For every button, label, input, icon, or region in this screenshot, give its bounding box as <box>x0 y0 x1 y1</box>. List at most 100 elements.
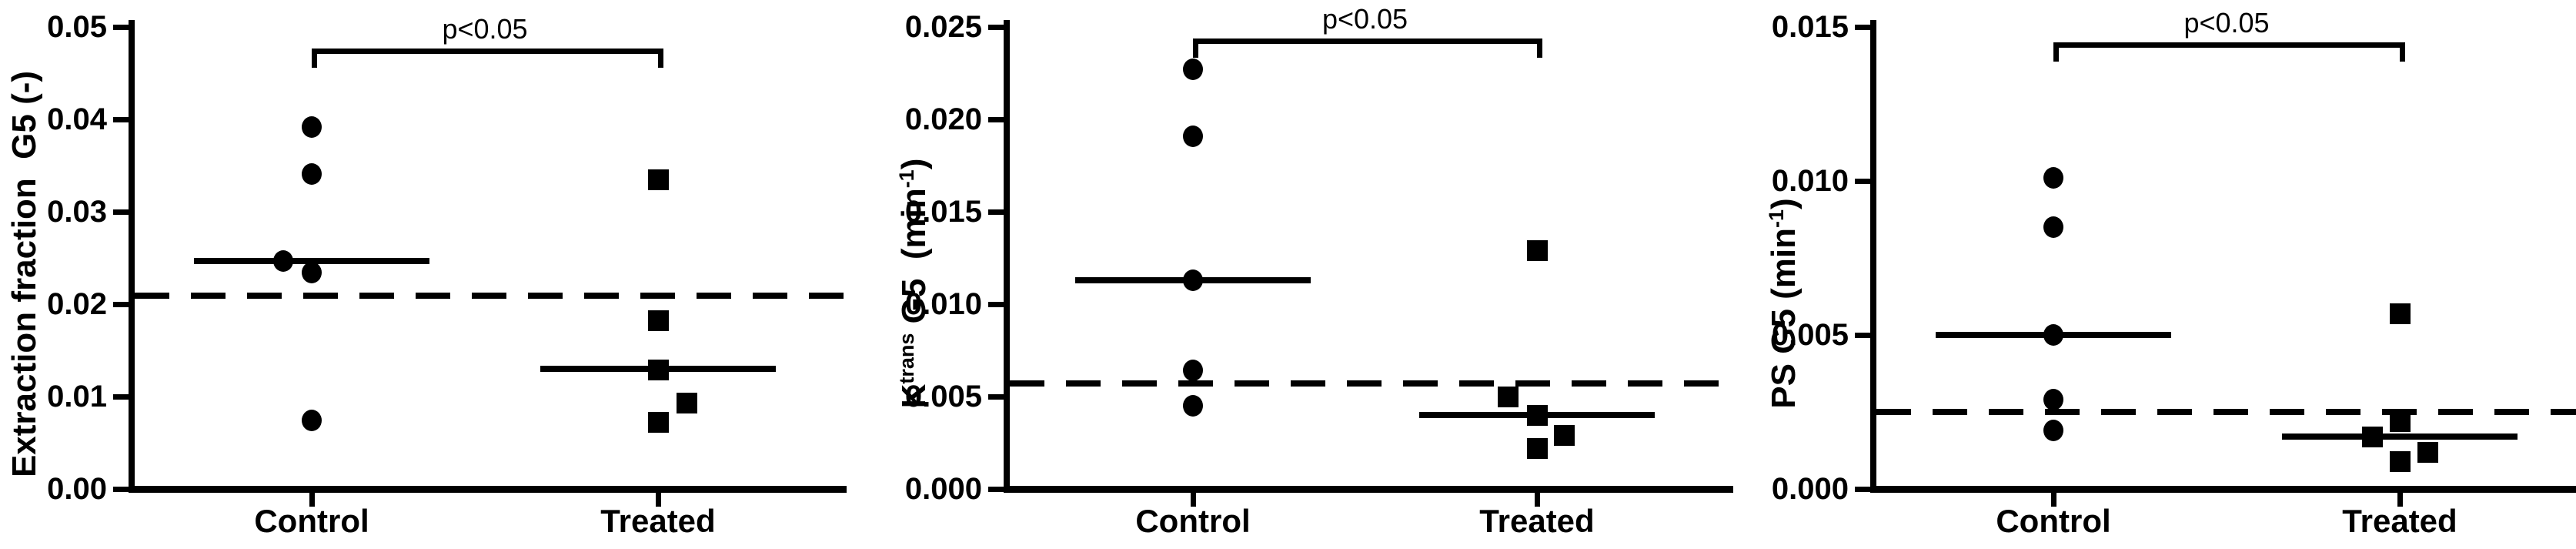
x-tick-label-control: Control <box>254 503 369 539</box>
data-point-circle <box>2043 420 2063 441</box>
data-point-circle <box>2043 167 2063 189</box>
dashed-reference-line <box>135 293 847 300</box>
y-axis <box>1004 20 1010 492</box>
significance-bracket-left-drop <box>1193 38 1198 58</box>
data-point-square <box>2389 410 2411 432</box>
y-tick <box>113 116 129 122</box>
data-point-circle <box>1183 125 1203 147</box>
significance-label: p<0.05 <box>2183 7 2270 38</box>
y-tick-label: 0.025 <box>904 10 982 44</box>
y-tick <box>113 301 129 307</box>
data-point-square <box>2361 426 2383 447</box>
y-tick-label: 0.005 <box>904 380 982 413</box>
y-tick-label: 0.015 <box>904 195 982 229</box>
y-axis-title-text: ) <box>1765 198 1803 209</box>
x-tick <box>309 492 315 507</box>
y-tick <box>113 24 129 30</box>
y-tick <box>1855 332 1870 338</box>
y-axis-title: Ktrans G5 (min-1) <box>895 159 934 409</box>
y-axis-title-superscript: -1 <box>1765 209 1789 228</box>
y-tick <box>988 301 1004 307</box>
y-axis-title-text: Extraction fraction G5 (-) <box>5 70 43 478</box>
y-tick-label: 0.005 <box>1771 318 1849 352</box>
data-point-square <box>2389 303 2411 324</box>
significance-bracket-right-drop <box>1537 38 1542 58</box>
significance-label: p<0.05 <box>1321 3 1408 35</box>
median-line-control <box>194 257 429 264</box>
y-tick <box>988 24 1004 30</box>
significance-bracket-right-drop <box>658 49 663 68</box>
x-axis <box>129 485 847 493</box>
y-tick <box>113 209 129 215</box>
y-tick-label: 0.010 <box>1771 164 1849 198</box>
y-tick-label: 0.020 <box>904 102 982 136</box>
dashed-reference-line <box>1010 380 1733 387</box>
data-point-square <box>676 392 697 413</box>
data-point-circle <box>2043 216 2063 238</box>
y-axis-title-superscript: trans <box>895 333 919 384</box>
dashed-reference-line <box>1876 409 2576 415</box>
y-axis-title: Extraction fraction G5 (-) <box>5 71 44 477</box>
y-tick <box>1855 178 1870 184</box>
data-point-square <box>1497 386 1519 407</box>
data-point-square <box>647 412 669 434</box>
data-point-circle <box>1183 395 1203 417</box>
data-point-square <box>647 359 669 380</box>
y-tick-label: 0.00 <box>47 472 107 506</box>
x-tick <box>2050 492 2056 507</box>
y-tick-label: 0.02 <box>47 287 107 321</box>
y-tick-label: 0.000 <box>1771 472 1849 506</box>
y-axis-title-text: K <box>895 383 933 409</box>
significance-bracket-right-drop <box>2400 42 2405 62</box>
median-line-treated <box>2282 434 2518 440</box>
data-point-square <box>647 169 669 190</box>
y-axis-title-superscript: -1 <box>895 169 919 189</box>
significance-bracket-line <box>312 49 663 54</box>
significance-bracket-left-drop <box>312 49 317 68</box>
y-axis-title-text: G5 (min <box>895 188 933 333</box>
x-tick <box>2397 492 2403 507</box>
y-axis-title: PS G5 (min-1) <box>1765 198 1803 408</box>
significance-bracket-left-drop <box>2053 42 2059 62</box>
data-point-circle <box>1183 59 1203 81</box>
data-point-circle <box>2043 389 2063 410</box>
data-point-circle <box>302 115 322 138</box>
significance-bracket-line <box>1193 38 1542 44</box>
data-point-square <box>1526 239 1548 261</box>
x-tick-label-control: Control <box>1135 503 1251 539</box>
y-axis-title-text: ) <box>895 158 933 170</box>
y-tick <box>988 116 1004 122</box>
data-point-square <box>1553 424 1575 446</box>
y-tick <box>113 486 129 492</box>
data-point-square <box>1526 437 1548 459</box>
y-tick-label: 0.010 <box>904 287 982 321</box>
y-tick-label: 0.01 <box>47 380 107 413</box>
data-point-square <box>2417 441 2438 463</box>
data-point-circle <box>273 249 293 272</box>
y-tick-label: 0.05 <box>47 10 107 44</box>
x-axis <box>1870 485 2576 493</box>
significance-label: p<0.05 <box>442 13 528 45</box>
y-tick-label: 0.03 <box>47 195 107 229</box>
data-point-circle <box>1183 360 1203 382</box>
y-tick <box>1855 486 1870 492</box>
y-axis-title-text: PS G5 (min <box>1765 227 1803 409</box>
y-axis <box>1870 20 1876 492</box>
y-tick-label: 0.04 <box>47 102 107 136</box>
data-point-circle <box>2043 324 2063 346</box>
y-axis <box>129 20 135 492</box>
data-point-square <box>2389 450 2411 472</box>
data-point-square <box>1526 404 1548 426</box>
data-point-circle <box>302 262 322 284</box>
x-axis <box>1004 485 1733 493</box>
x-tick-label-treated: Treated <box>2342 503 2457 539</box>
x-tick <box>1534 492 1540 507</box>
x-tick-label-control: Control <box>1996 503 2111 539</box>
data-point-circle <box>1183 269 1203 291</box>
significance-bracket-line <box>2053 42 2405 48</box>
y-tick-label: 0.000 <box>904 472 982 506</box>
y-tick <box>988 486 1004 492</box>
y-tick <box>988 393 1004 400</box>
y-tick <box>113 393 129 400</box>
